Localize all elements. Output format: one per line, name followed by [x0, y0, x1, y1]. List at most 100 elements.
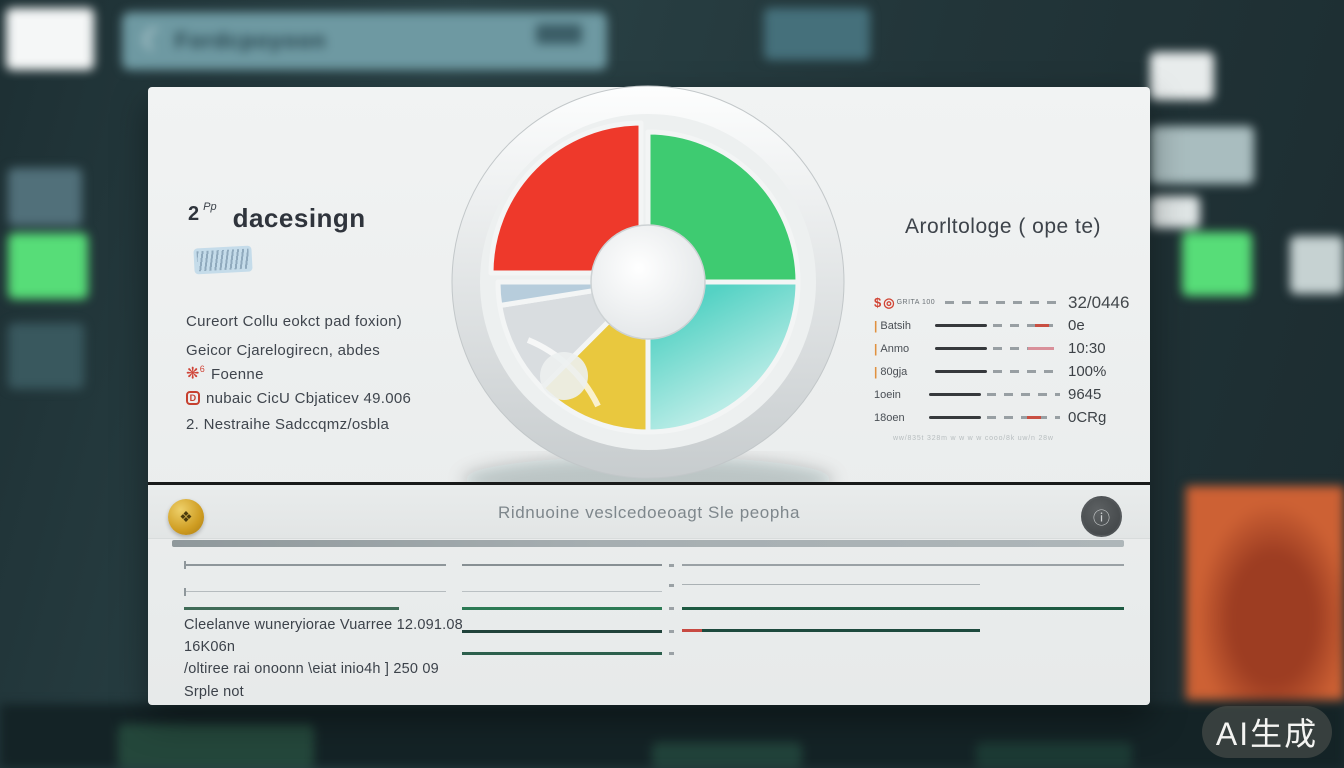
- info-line: D nubaic CicU Cbjaticev 49.006: [186, 388, 531, 408]
- watermark-text: AI生成: [1215, 716, 1319, 752]
- info-line: Geicor Cjarelogirecn, abdes: [186, 341, 381, 359]
- stat-leader: [944, 301, 1060, 304]
- sidebar-block-green: [8, 233, 88, 299]
- rule-line: [682, 564, 1124, 566]
- stat-line: [935, 370, 988, 373]
- info-icon: ⓘ: [1093, 509, 1110, 528]
- crescent-icon: ☾: [136, 21, 171, 60]
- stat-leader: [987, 393, 1060, 396]
- rule-line: [462, 591, 662, 592]
- stat-row: $ ◎ GRITA 100 32/0446: [874, 292, 1132, 312]
- rule-dot: [669, 652, 674, 655]
- bottom-header: [148, 485, 1150, 539]
- rule-dot: [669, 564, 674, 567]
- stat-label: Anmo: [880, 342, 910, 355]
- sidebar-block-teal: [8, 323, 84, 389]
- rule-tick: [184, 561, 186, 569]
- watermark-badge: AI生成: [1202, 706, 1332, 758]
- rightbar-block-white-2: [1150, 196, 1200, 228]
- red-badge-icon: D: [186, 391, 200, 405]
- rule-line: [462, 564, 662, 566]
- stat-value: 0e: [1068, 317, 1085, 334]
- pie-chart-svg: [451, 85, 845, 492]
- rightbar-block-white-3: [1290, 236, 1344, 294]
- rule-dot: [669, 607, 674, 610]
- red-flower-icon: ❋6: [186, 364, 206, 383]
- note-line: Cleelanve wuneryiorae Vuarree 12.091.08 …: [184, 617, 463, 655]
- badge-ornament-icon: ❖: [179, 509, 193, 526]
- bottom-band-block-2: [652, 742, 802, 768]
- rule-line: [682, 607, 1124, 610]
- orange-tick: |: [874, 364, 878, 379]
- stat-value: 10:30: [1068, 340, 1106, 357]
- stats-list: $ ◎ GRITA 100 32/0446 | Batsih 0e | Anmo…: [874, 292, 1132, 433]
- stat-row: | 80gja 100%: [874, 363, 1132, 380]
- heading-number: 2: [188, 203, 200, 225]
- stat-label: GRITA 100: [896, 299, 936, 306]
- rule-line: [682, 629, 980, 632]
- sketch-badge: [193, 245, 253, 275]
- note-line: Srple not: [184, 684, 244, 700]
- search-bar-text: Fordcpoyoon: [174, 28, 327, 53]
- stat-value: 100%: [1068, 363, 1107, 380]
- stat-value: 9645: [1068, 386, 1102, 403]
- rule-line: [186, 591, 446, 592]
- rule-line: [682, 584, 980, 585]
- circle-icon: ◎: [883, 294, 895, 310]
- left-heading: 2 Pp dacesingn: [188, 201, 366, 234]
- search-bar[interactable]: ☾ Fordcpoyoon: [122, 12, 607, 70]
- rule-line: [462, 630, 662, 633]
- stat-line: [929, 416, 981, 419]
- bottom-band-block-1: [118, 724, 314, 768]
- right-heading: Arorltologe ( ope te): [904, 215, 1102, 238]
- main-card: 2 Pp dacesingn Cureort Collu eokct pad f…: [148, 85, 1150, 705]
- stat-value: 32/0446: [1068, 292, 1130, 312]
- stat-line: [929, 393, 981, 396]
- stats-footnote: ww/835t 328m w w w w cooo/8k uw/n 28w: [893, 435, 1054, 442]
- sidebar-block-gray: [8, 168, 82, 226]
- orange-tick: |: [874, 318, 878, 333]
- rule-line: [184, 607, 399, 610]
- sketch-scribble: [196, 248, 250, 272]
- section-divider: [148, 482, 1150, 485]
- bottom-title: Ridnuoine veslcedoeoagt Sle peopha: [497, 503, 801, 522]
- bottom-band-block-3: [976, 742, 1132, 768]
- orange-tick: |: [874, 341, 878, 356]
- heading-superscript: Pp: [203, 201, 217, 213]
- silver-decor-hole: [540, 352, 588, 400]
- dollar-icon: $: [874, 295, 882, 310]
- search-bar-button[interactable]: [536, 24, 582, 44]
- stat-label: 1oein: [874, 388, 901, 401]
- stat-row: | Batsih 0e: [874, 317, 1132, 334]
- left-info-lines: Cureort Collu eokct pad foxion) Geicor C…: [186, 311, 531, 434]
- gold-badge: ❖: [168, 499, 204, 535]
- info-button[interactable]: ⓘ: [1081, 496, 1122, 537]
- rule-tick: [184, 588, 186, 596]
- stat-label: 80gja: [880, 365, 908, 378]
- info-line: 2. Nestraihe Sadccqmz/osbla: [186, 415, 390, 433]
- rightbar-block-green: [1182, 232, 1252, 296]
- rule-dot: [669, 584, 674, 587]
- rightbar-block-white-1: [1150, 52, 1214, 100]
- stat-row: | Anmo 10:30: [874, 340, 1132, 357]
- heading-title: dacesingn: [232, 203, 366, 233]
- stat-line: [935, 324, 988, 327]
- rightbar-block-light: [1150, 126, 1254, 184]
- stat-value: 0CRg: [1068, 409, 1107, 426]
- stat-row: 18oen 0CRg: [874, 409, 1132, 426]
- pie-hub: [590, 224, 706, 340]
- stat-leader: [993, 370, 1060, 373]
- topbar-block-teal: [764, 8, 870, 60]
- rule-line: [462, 652, 662, 655]
- stat-line: [935, 347, 988, 350]
- stat-label: Batsih: [880, 319, 911, 332]
- rule-dot: [669, 630, 674, 633]
- progress-bar: [172, 540, 1124, 547]
- rightbar-block-orange: [1186, 486, 1344, 700]
- info-line: Cureort Collu eokct pad foxion): [186, 312, 403, 330]
- note-line: /oltiree rai onoonn \eiat inio4h ] 250 0…: [184, 661, 439, 677]
- stat-leader: [987, 416, 1060, 419]
- pie-slice-red: [488, 120, 644, 276]
- stat-leader: [993, 324, 1060, 327]
